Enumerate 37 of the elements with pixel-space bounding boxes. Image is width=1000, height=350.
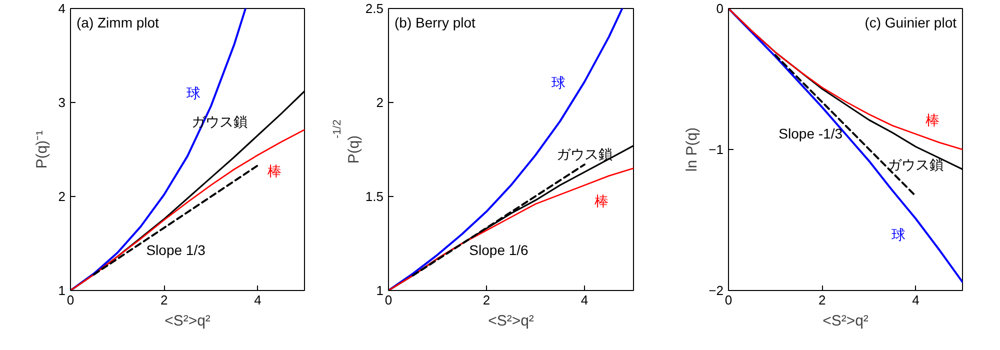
- y-tick-label: 3: [58, 95, 66, 110]
- y-tick-label: 4: [58, 1, 66, 16]
- series-label: Slope 1/3: [146, 242, 206, 258]
- y-tick-label: 2: [376, 95, 384, 110]
- y-tick-label: 1.5: [365, 189, 384, 204]
- y-tick-label: 0: [716, 1, 724, 16]
- y-axis-title: P(q)-1/2: [332, 120, 362, 164]
- x-tick-label: 2: [160, 292, 168, 308]
- x-tick-label: 4: [580, 292, 588, 308]
- series-label: 球: [892, 226, 906, 243]
- series-label: 棒: [268, 163, 282, 180]
- y-tick-label: 1: [376, 283, 384, 298]
- y-tick-label: 2.5: [365, 1, 384, 16]
- series-label: 棒: [926, 112, 940, 128]
- y-axis-title: ln P(q): [684, 127, 701, 172]
- chart-title: (b) Berry plot: [394, 14, 476, 30]
- series-label: Slope -1/3: [778, 126, 843, 142]
- series-label: ガウス鎖: [556, 146, 612, 162]
- x-tick-label: 4: [254, 292, 262, 308]
- y-tick-label: 1: [58, 283, 66, 298]
- x-tick-label: 2: [818, 292, 826, 308]
- chart-title: (c) Guinier plot: [864, 14, 957, 30]
- y-tick-label: 2: [58, 189, 66, 204]
- series-label: 棒: [594, 193, 608, 210]
- y-tick-label: −2: [708, 283, 724, 298]
- y-axis-title: P(q)⁻¹: [33, 130, 50, 169]
- x-axis-title: <S²>q²: [822, 312, 868, 330]
- y-tick-label: −1: [708, 142, 724, 157]
- series-label: ガウス鎖: [888, 156, 944, 173]
- series-label: 球: [186, 85, 201, 102]
- x-tick-label: 4: [912, 292, 920, 308]
- series-label: 球: [551, 74, 566, 90]
- series-label: Slope 1/6: [469, 242, 529, 258]
- chart-title: (a) Zimm plot: [76, 14, 160, 30]
- x-axis-title: <S²>q²: [164, 312, 210, 330]
- x-axis-title: <S²>q²: [488, 312, 534, 330]
- x-tick-label: 2: [482, 292, 490, 308]
